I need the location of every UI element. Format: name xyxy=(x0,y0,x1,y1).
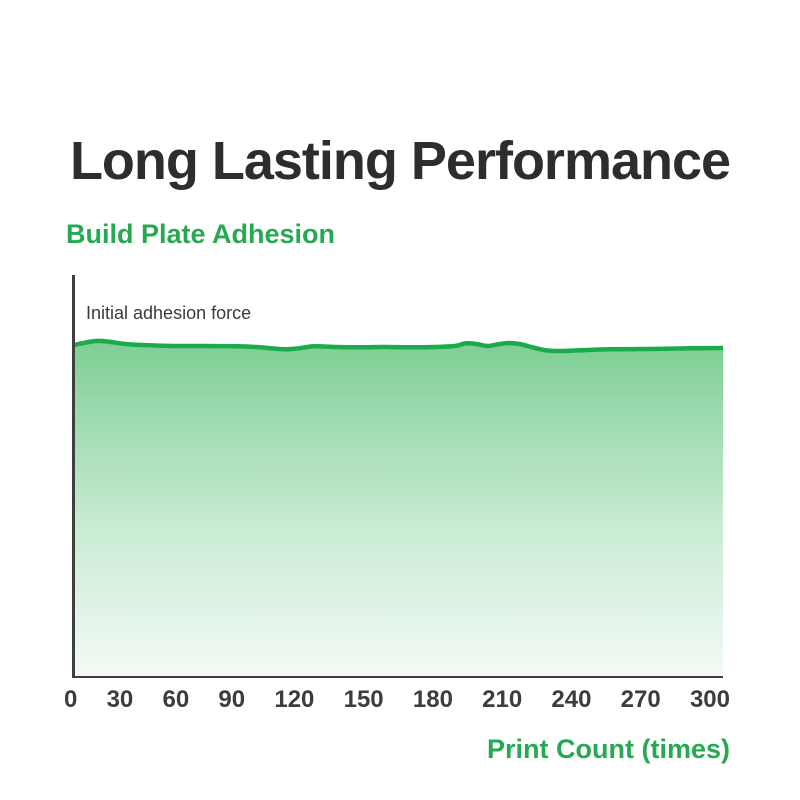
y-axis-line xyxy=(72,275,75,677)
x-tick: 60 xyxy=(162,686,190,713)
x-tick: 240 xyxy=(551,686,592,713)
x-axis-title: Print Count (times) xyxy=(487,734,730,764)
x-tick: 180 xyxy=(412,686,453,713)
adhesion-line xyxy=(74,338,723,354)
x-tick: 150 xyxy=(343,686,384,713)
area-fill xyxy=(74,340,723,677)
x-tick: 300 xyxy=(689,686,730,713)
x-tick: 210 xyxy=(482,686,523,713)
x-tick: 90 xyxy=(218,686,246,713)
x-tick: 30 xyxy=(106,686,134,713)
chart-title: Build Plate Adhesion xyxy=(66,219,336,249)
x-axis-line xyxy=(72,675,723,678)
x-tick: 270 xyxy=(620,686,661,713)
x-axis-tick-labels: 0 30 60 90 120 150 180 210 240 270 300 xyxy=(64,686,730,714)
adhesion-area-series xyxy=(74,338,723,677)
adhesion-chart: Initial adhesion force xyxy=(72,275,723,678)
page-title: Long Lasting Performance xyxy=(69,131,731,192)
x-tick: 120 xyxy=(274,686,315,713)
x-tick: 0 xyxy=(64,686,78,713)
annotation-initial-adhesion-force: Initial adhesion force xyxy=(86,303,252,323)
